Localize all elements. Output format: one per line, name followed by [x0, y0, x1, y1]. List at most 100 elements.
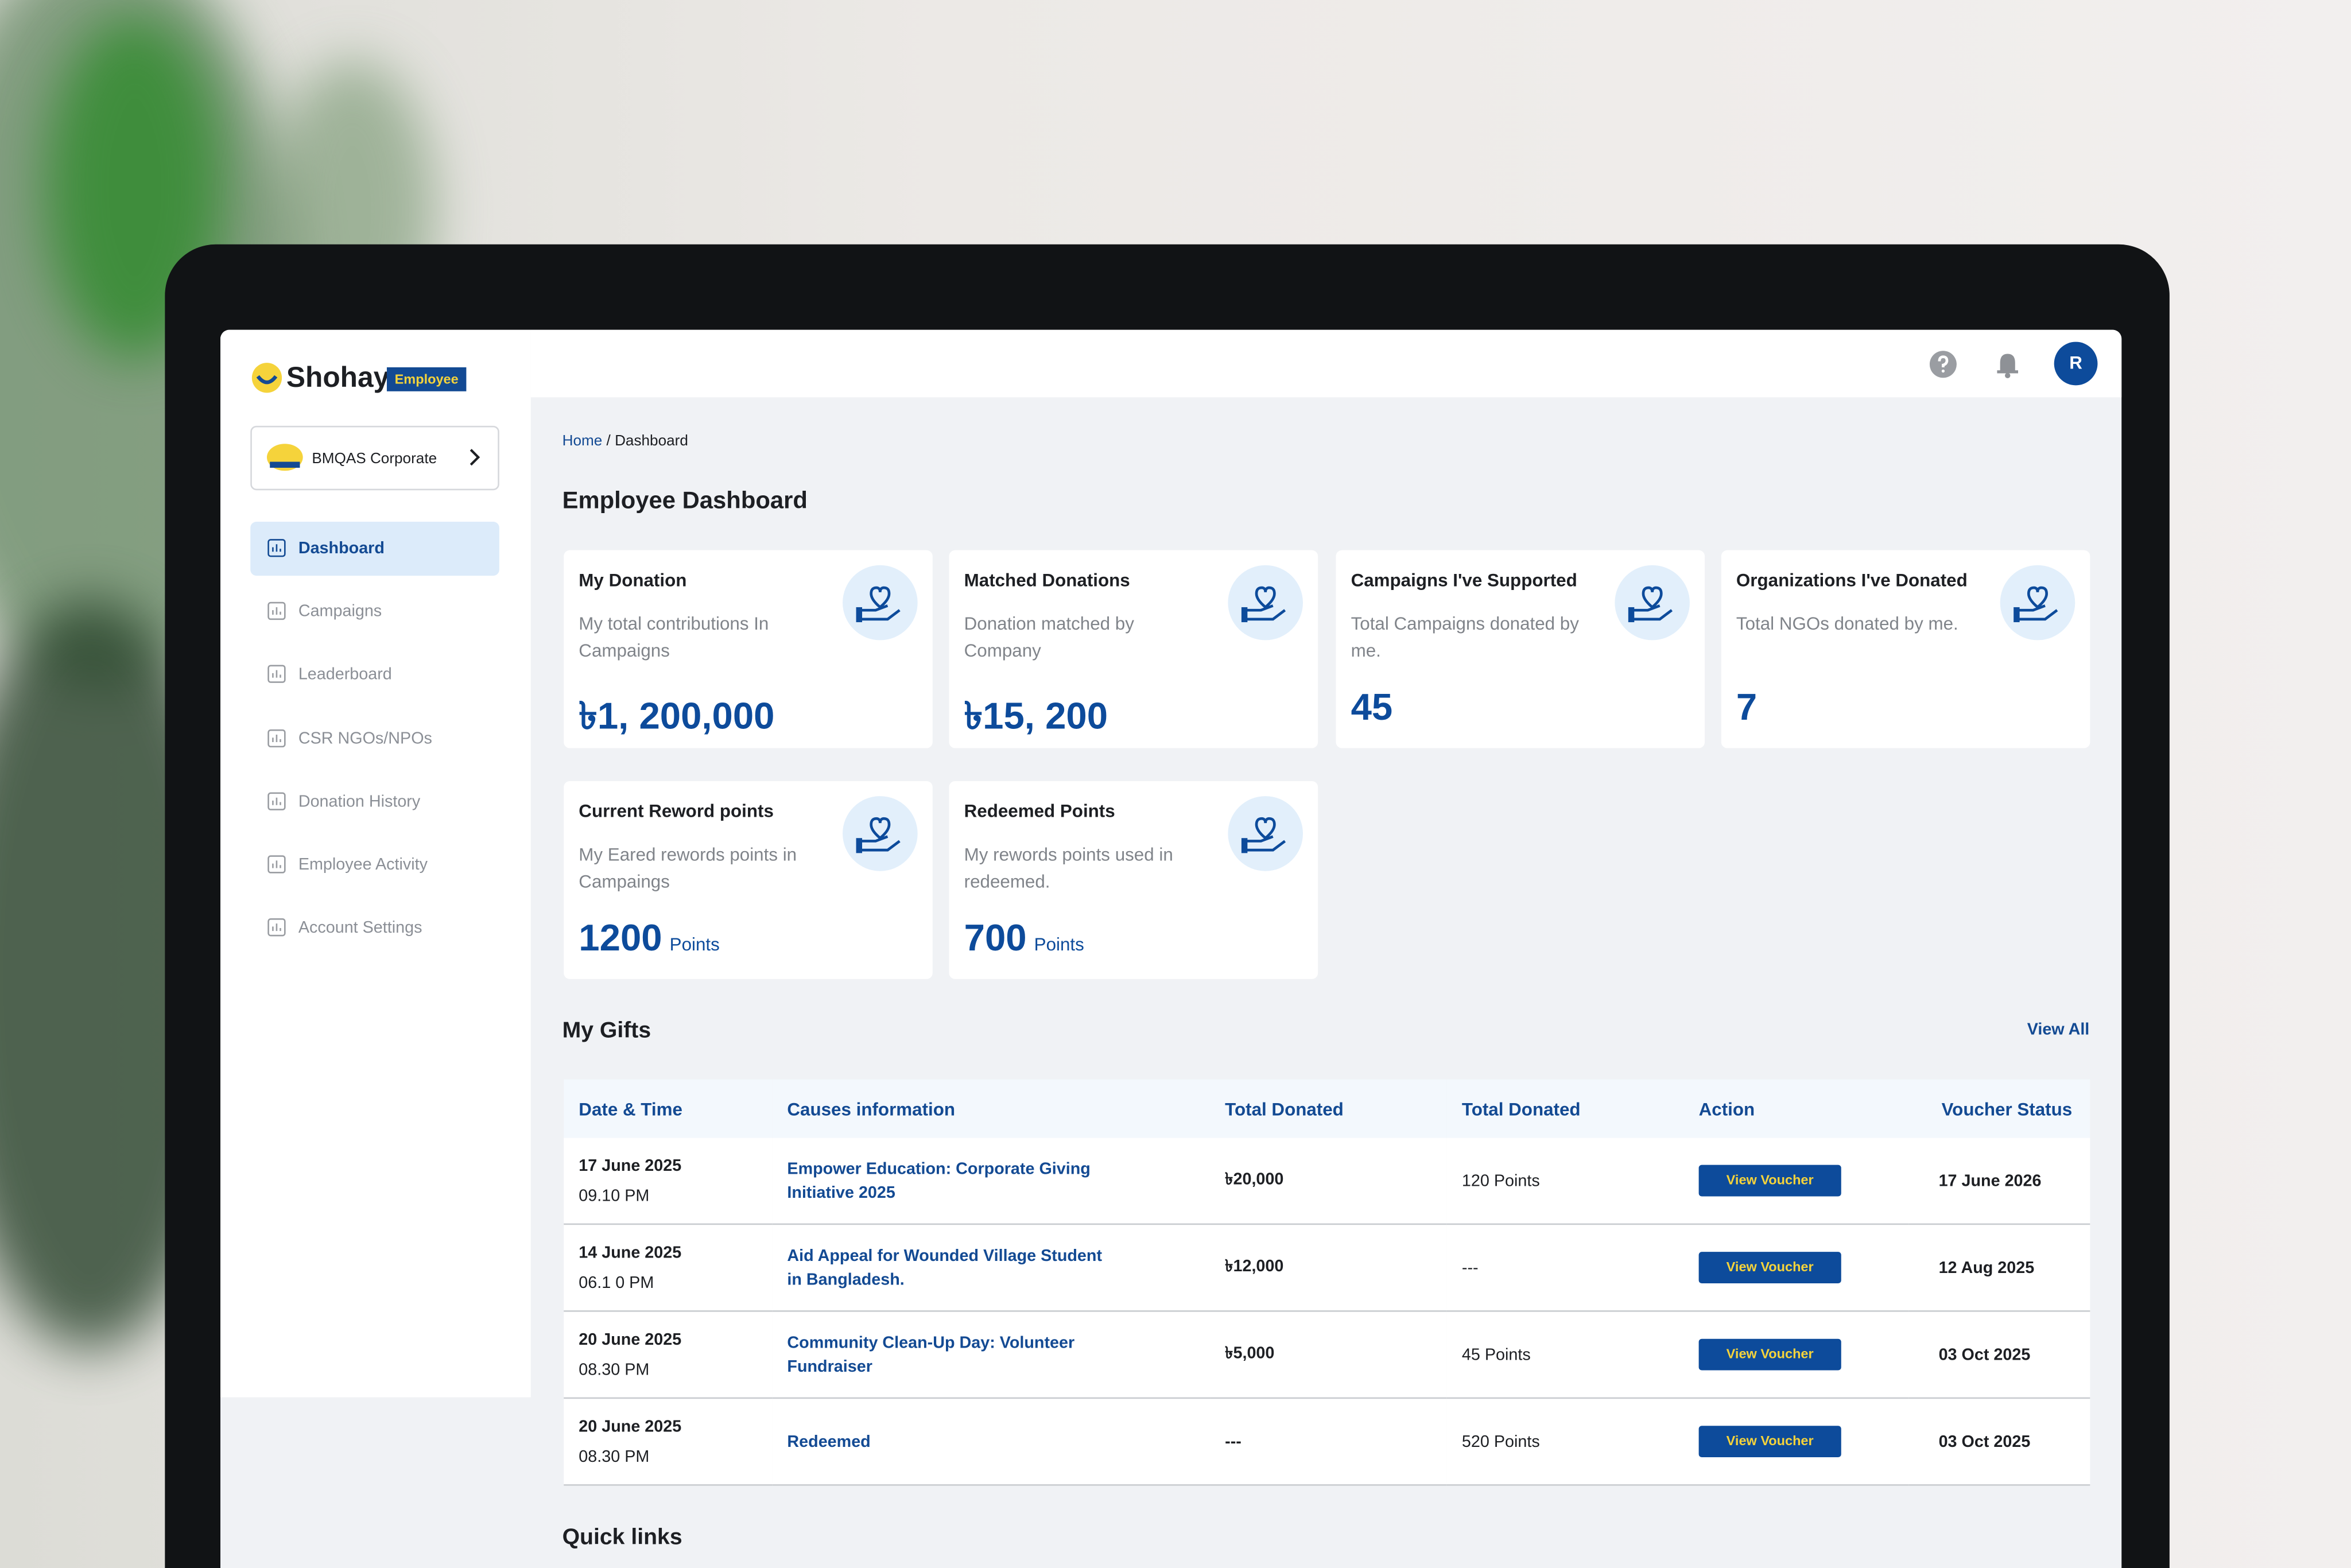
- stat-card: Redeemed Points My rewords points used in…: [949, 781, 1318, 979]
- logo-icon: [251, 363, 282, 393]
- date: 20 June 2025: [579, 1417, 682, 1436]
- table-row: 20 June 2025 08.30 PM Community Clean-Up D…: [564, 1311, 2090, 1399]
- voucher-status: 03 Oct 2025: [1908, 1311, 2090, 1399]
- card-value-row: 45: [1351, 686, 1393, 730]
- nav-label: Dashboard: [298, 540, 385, 558]
- card-description: My rewords points used in redeemed.: [964, 844, 1173, 892]
- points: 45 Points: [1446, 1311, 1684, 1399]
- nav-label: CSR NGOs/NPOs: [298, 729, 432, 748]
- amount: ৳20,000: [1210, 1138, 1447, 1225]
- card-description: My total contributions In Campaigns: [579, 613, 769, 661]
- card-description: Total NGOs donated by me.: [1736, 613, 1958, 634]
- nav-icon: [267, 665, 286, 684]
- stat-card: Campaigns I've Supported Total Campaigns …: [1336, 550, 1705, 748]
- stat-card: Matched Donations Donation matched by Com…: [949, 550, 1318, 748]
- icon-glyph: [2014, 586, 2058, 623]
- column-header: Voucher Status: [1908, 1079, 2090, 1138]
- amount: ৳12,000: [1210, 1224, 1447, 1312]
- date: 20 June 2025: [579, 1330, 682, 1349]
- column-header: Date & Time: [564, 1079, 773, 1138]
- header-row: Date & Time Causes information Total Donat…: [564, 1079, 2090, 1138]
- card-value-row: 7: [1736, 686, 1757, 730]
- card-value-row: ৳15, 200: [964, 686, 1108, 751]
- card-icon: [1615, 565, 1690, 641]
- nav-icon: [267, 855, 286, 874]
- card-value: 700: [964, 917, 1027, 960]
- time: 06.1 0 PM: [579, 1274, 654, 1292]
- view-all[interactable]: View All: [2027, 1020, 2090, 1039]
- date-cell: 14 June 2025 06.1 0 PM: [564, 1224, 773, 1312]
- cause[interactable]: Empower Education: Corporate Giving Init…: [772, 1138, 1211, 1225]
- voucher-status: 17 June 2026: [1908, 1138, 2090, 1225]
- help-icon[interactable]: [1929, 350, 1960, 379]
- nav-item[interactable]: Donation History: [250, 775, 499, 829]
- stat-card: Organizations I've Donated Total NGOs don…: [1721, 550, 2090, 748]
- nav-item[interactable]: Dashboard: [250, 522, 499, 576]
- nav-label: Campaigns: [298, 603, 382, 621]
- view-voucher-button[interactable]: View Voucher: [1698, 1165, 1841, 1197]
- breadcrumb: Home / Dashboard: [562, 433, 688, 450]
- icon-glyph: [1241, 817, 1286, 853]
- nav-item[interactable]: Campaigns: [250, 585, 499, 639]
- nav-item[interactable]: Leaderboard: [250, 648, 499, 702]
- date-cell: 20 June 2025 08.30 PM: [564, 1311, 773, 1399]
- view-voucher-button[interactable]: View Voucher: [1698, 1338, 1841, 1371]
- time: 08.30 PM: [579, 1447, 650, 1466]
- bell-icon[interactable]: [1994, 350, 2024, 379]
- table-row: 20 June 2025 08.30 PM Redeemed --- 520 Point…: [564, 1398, 2090, 1486]
- card-value-row: 700 Points: [964, 918, 1084, 961]
- card-description: Total Campaigns donated by me.: [1351, 613, 1579, 661]
- points: 520 Points: [1446, 1398, 1684, 1486]
- card-value: ৳1, 200,000: [579, 696, 775, 738]
- nav-label: Donation History: [298, 793, 421, 811]
- icon-glyph: [1628, 586, 1673, 623]
- nav-label: Leaderboard: [298, 666, 392, 685]
- table-row: 17 June 2025 09.10 PM Empower Education: C…: [564, 1138, 2090, 1225]
- nav-item[interactable]: CSR NGOs/NPOs: [250, 712, 499, 766]
- nav-icon: [267, 792, 286, 810]
- action-cell: View Voucher: [1683, 1138, 1909, 1225]
- page-title: Employee Dashboard: [562, 488, 808, 514]
- logo-text: Shohay: [286, 363, 390, 395]
- card-icon: [2000, 565, 2075, 641]
- view-voucher-button[interactable]: View Voucher: [1698, 1426, 1841, 1458]
- time: 08.30 PM: [579, 1360, 650, 1379]
- card-value-row: 1200 Points: [579, 918, 720, 961]
- card-icon: [1228, 796, 1303, 871]
- card-title: My Donation: [579, 569, 687, 591]
- card-icon: [1228, 565, 1303, 641]
- topbar: R: [530, 329, 2122, 398]
- cause[interactable]: Redeemed: [772, 1398, 1211, 1486]
- avatar[interactable]: R: [2054, 341, 2098, 386]
- breadcrumb-current: / Dashboard: [606, 433, 688, 450]
- column-header: Total Donated: [1446, 1079, 1684, 1138]
- nav-label: Employee Activity: [298, 856, 428, 874]
- table-row: 14 June 2025 06.1 0 PM Aid Appeal for Woun…: [564, 1224, 2090, 1312]
- nav-icon: [267, 602, 286, 620]
- org-selector[interactable]: BMQAS Corporate: [250, 425, 499, 491]
- card-icon: [843, 796, 918, 871]
- view-voucher-button[interactable]: View Voucher: [1698, 1252, 1841, 1284]
- time: 09.10 PM: [579, 1186, 650, 1205]
- card-description: Donation matched by Company: [964, 613, 1134, 661]
- points: 120 Points: [1446, 1138, 1684, 1225]
- nav-item[interactable]: Account Settings: [250, 901, 499, 955]
- card-value: 1200: [579, 917, 662, 960]
- nav-item[interactable]: Employee Activity: [250, 838, 499, 892]
- card-value: ৳15, 200: [964, 696, 1108, 738]
- org-logo: [266, 444, 303, 471]
- action-cell: View Voucher: [1683, 1224, 1909, 1312]
- nav-icon: [267, 728, 286, 747]
- date-cell: 20 June 2025 08.30 PM: [564, 1398, 773, 1486]
- cause[interactable]: Aid Appeal for Wounded Village Student i…: [772, 1224, 1211, 1312]
- date-cell: 17 June 2025 09.10 PM: [564, 1138, 773, 1225]
- cause[interactable]: Community Clean-Up Day: Volunteer Fundra…: [772, 1311, 1211, 1399]
- card-icon: [843, 565, 918, 641]
- card-value-row: ৳1, 200,000: [579, 686, 774, 751]
- card-unit: Points: [1034, 934, 1084, 955]
- icon-glyph: [856, 817, 901, 853]
- org-name: BMQAS Corporate: [312, 451, 437, 468]
- logo-badge: Employee: [386, 367, 467, 391]
- breadcrumb-link[interactable]: Home: [562, 433, 603, 450]
